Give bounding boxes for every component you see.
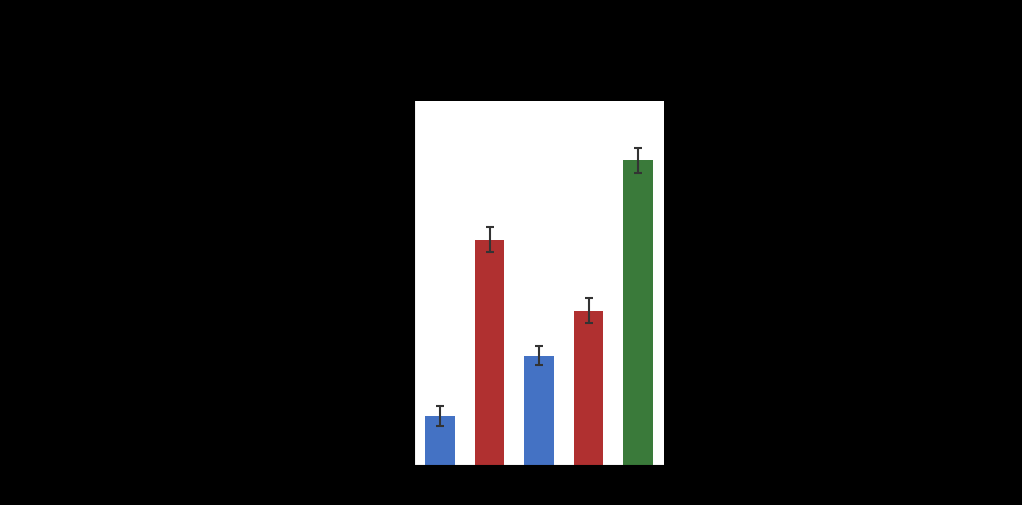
Bar [573, 311, 603, 505]
Bar [475, 240, 505, 505]
Bar [623, 161, 653, 505]
Y-axis label: Δ POLQA: Δ POLQA [350, 237, 369, 329]
Bar [524, 356, 554, 505]
Bar [425, 416, 455, 505]
